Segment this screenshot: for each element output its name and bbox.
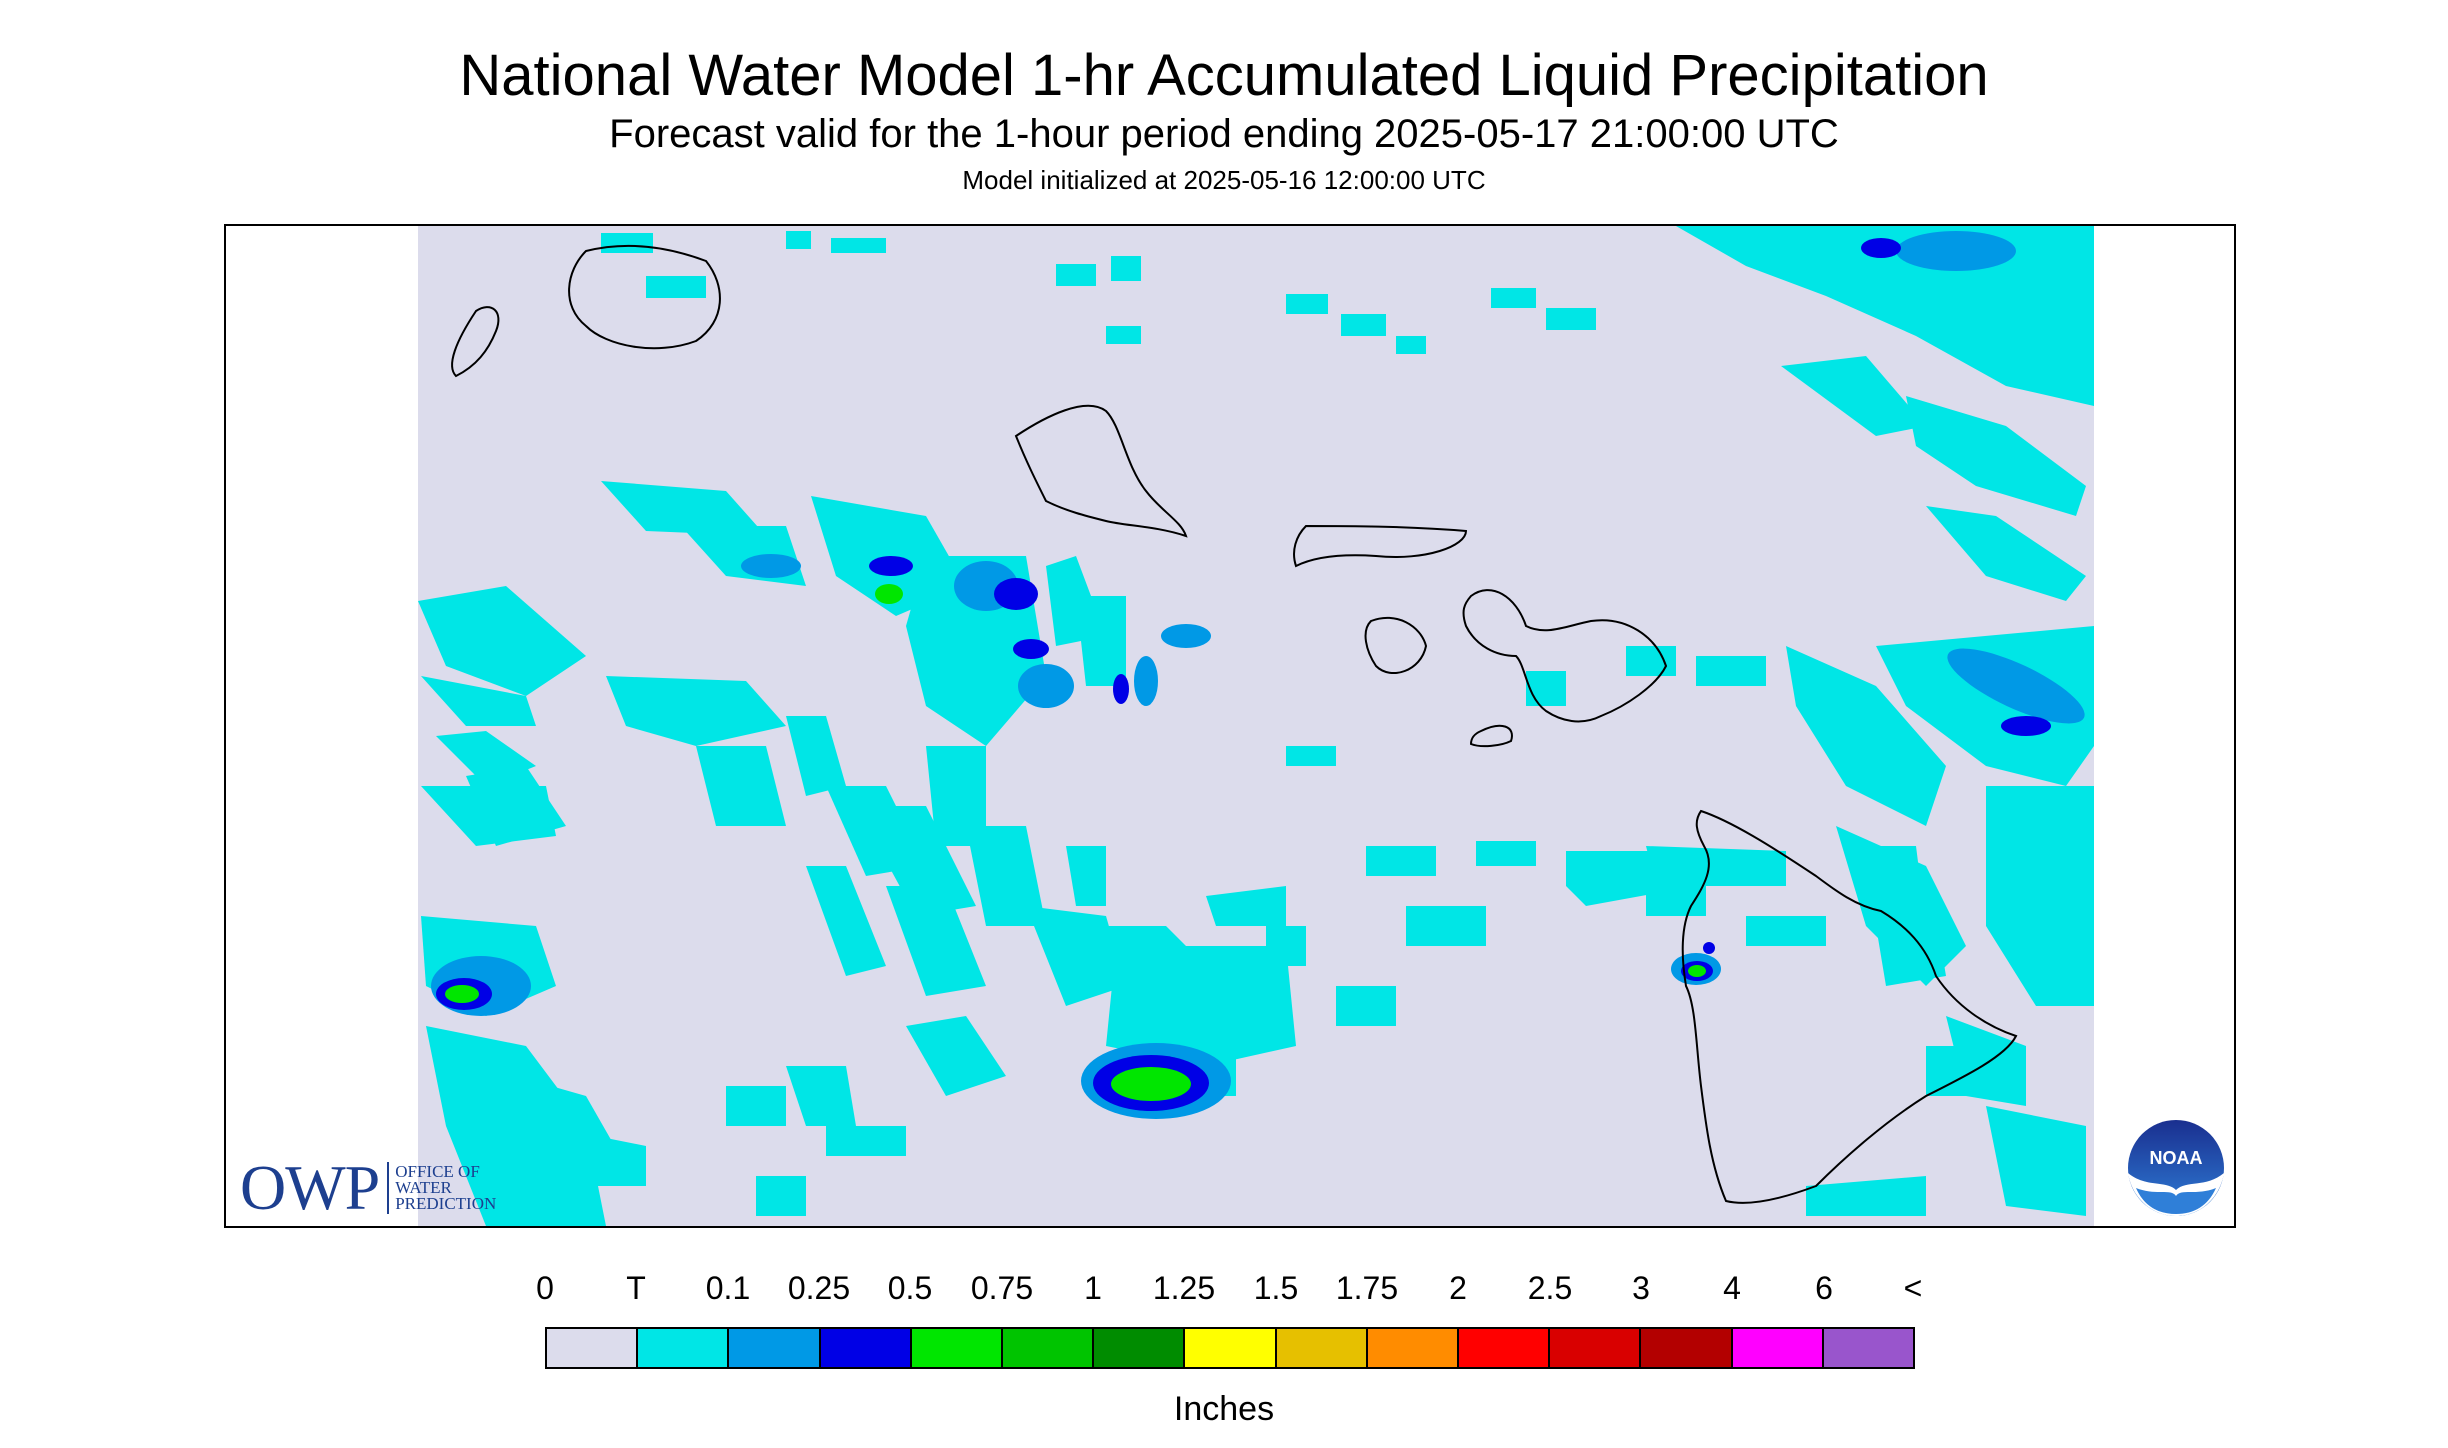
- legend-swatch: [1459, 1329, 1551, 1367]
- legend-label: 2.5: [1527, 1270, 1573, 1306]
- legend-swatch: [1185, 1329, 1277, 1367]
- noaa-logo: NOAA: [2128, 1120, 2224, 1216]
- niihau-outline: [451, 306, 500, 378]
- owp-logo: OWP OFFICE OF WATER PREDICTION: [240, 1151, 496, 1225]
- maui-outline: [1462, 589, 1668, 723]
- legend-swatch: [1094, 1329, 1186, 1367]
- kahoolawe-outline: [1469, 724, 1513, 748]
- legend-swatch: [1732, 1329, 1824, 1367]
- legend-label: 4: [1723, 1270, 1741, 1306]
- owp-wordmark: OFFICE OF WATER PREDICTION: [395, 1162, 497, 1213]
- kauai-outline: [568, 244, 721, 350]
- legend-swatch: [729, 1329, 821, 1367]
- legend-label: 1: [1084, 1270, 1102, 1306]
- model-init-line: Model initialized at 2025-05-16 12:00:00…: [962, 165, 1486, 195]
- legend-label: 1.5: [1253, 1270, 1299, 1306]
- legend-labels: 0 T 0.1 0.25 0.5 0.75 1 1.25 1.5 1.75 2 …: [536, 1270, 1922, 1310]
- legend-label: 0.5: [887, 1270, 933, 1306]
- legend-label: 1.25: [1152, 1270, 1216, 1306]
- map-subtitle: Forecast valid for the 1-hour period end…: [609, 112, 1839, 156]
- legend-swatch: [1367, 1329, 1460, 1367]
- precipitation-map: OWP OFFICE OF WATER PREDICTION NOAA: [224, 224, 2236, 1228]
- precipitation-map-canvas: [418, 226, 2094, 1226]
- legend-label: T: [626, 1270, 646, 1306]
- legend-label: <: [1903, 1270, 1923, 1306]
- legend-label: 0: [536, 1270, 554, 1306]
- precip-trace-areas: [418, 226, 2094, 1226]
- noaa-wordmark: NOAA: [2150, 1148, 2203, 1168]
- legend-swatch: [1003, 1329, 1095, 1367]
- legend-label: 1.75: [1335, 1270, 1399, 1306]
- legend-swatch: [638, 1329, 730, 1367]
- legend-label: 0.25: [787, 1270, 851, 1306]
- owp-line-3: PREDICTION: [395, 1194, 497, 1213]
- legend-swatch: [1550, 1329, 1642, 1367]
- legend-swatch: [1641, 1329, 1733, 1367]
- owp-line-1: OFFICE OF: [395, 1162, 480, 1181]
- owp-line-2: WATER: [395, 1178, 452, 1197]
- legend-units: Inches: [1173, 1390, 1275, 1428]
- legend-swatch: [547, 1329, 639, 1367]
- legend-label: 0.75: [970, 1270, 1034, 1306]
- legend-swatch: [820, 1329, 912, 1367]
- lanai-outline: [1364, 616, 1428, 675]
- map-title: National Water Model 1-hr Accumulated Li…: [459, 43, 1989, 108]
- legend-label: 2: [1449, 1270, 1467, 1306]
- molokai-outline: [1293, 524, 1468, 568]
- legend-swatch: [1823, 1329, 1914, 1367]
- owp-divider: [387, 1162, 390, 1214]
- legend-swatch: [911, 1329, 1004, 1367]
- big-island-outline: [1681, 809, 2018, 1204]
- legend-label: 0.1: [705, 1270, 751, 1306]
- owp-mark: OWP: [240, 1152, 380, 1223]
- legend-swatch: [1276, 1329, 1368, 1367]
- oahu-outline: [1014, 404, 1188, 538]
- island-coastlines: [451, 244, 2018, 1204]
- legend-label: 3: [1632, 1270, 1650, 1306]
- legend-colorbar: [545, 1327, 1915, 1369]
- precip-heavy-areas: [445, 584, 1706, 1101]
- legend-label: 6: [1815, 1270, 1833, 1306]
